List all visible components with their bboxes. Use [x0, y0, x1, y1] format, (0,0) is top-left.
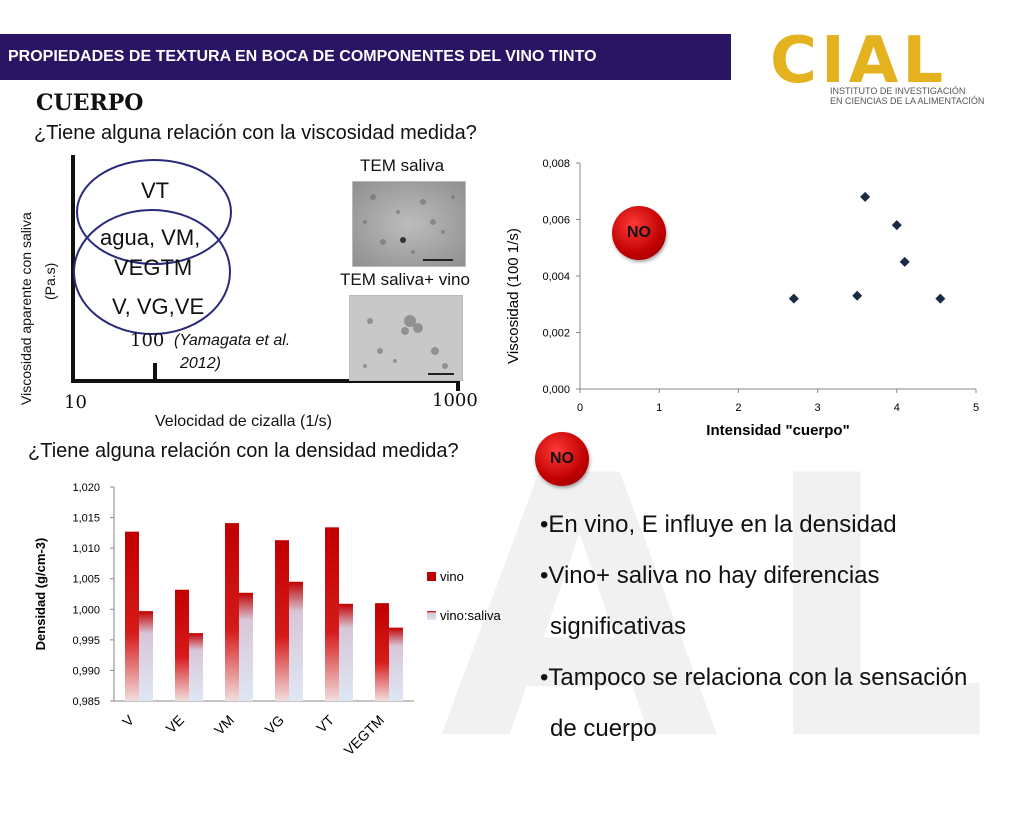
- scatter-point: [788, 293, 799, 304]
- scatter-point: [891, 220, 902, 231]
- section-title: CUERPO: [36, 90, 144, 116]
- bar-ylabel: Densidad (g/cm-3): [33, 538, 48, 651]
- scatter-x-tick-label: 4: [894, 402, 900, 414]
- tem-saliva-image: [352, 181, 466, 267]
- venn-label-bottom: V, VG,VE: [112, 294, 205, 319]
- venn-label-vt: VT: [141, 178, 170, 203]
- scatter-y-tick-label: 0,002: [542, 328, 570, 340]
- legend-swatch-vino-saliva: [427, 611, 436, 620]
- venn-ylabel-line1: Viscosidad aparente con saliva: [18, 212, 34, 405]
- scatter-ylabel: Viscosidad (100 1/s): [505, 228, 522, 364]
- question-density: ¿Tiene alguna relación con la densidad m…: [28, 440, 459, 462]
- bullet-1: •En vino, E influye en la densidad: [540, 511, 897, 538]
- bar-vino-saliva: [139, 611, 153, 701]
- bar-vino-saliva: [189, 633, 203, 701]
- bar-y-tick-label: 0,995: [72, 635, 100, 647]
- logo-line1: INSTITUTO DE INVESTIGACIÓN: [830, 86, 966, 96]
- header-title: PROPIEDADES DE TEXTURA EN BOCA DE COMPON…: [8, 48, 597, 65]
- header-bar: [0, 34, 731, 80]
- bar-category-label: VM: [211, 712, 237, 738]
- bullet-2: •Vino+ saliva no hay diferencias: [540, 562, 880, 589]
- scatter-chart: 0,000 0,002 0,004 0,006 0,008 0 1 2 3 4 5 Intensida…: [505, 158, 979, 439]
- bar-category-label: VG: [261, 712, 287, 738]
- bar-y-tick-label: 1,000: [72, 604, 100, 616]
- venn-citation-1: (Yamagata et al.: [174, 332, 291, 349]
- scatter-y-tick-label: 0,004: [542, 271, 570, 283]
- legend-label-vino-saliva: vino:saliva: [440, 608, 501, 623]
- bar-y-tick-label: 1,015: [72, 513, 100, 525]
- tem-saliva-vino-label: TEM saliva+ vino: [340, 270, 470, 289]
- bar-y-tick-label: 1,020: [72, 482, 100, 494]
- legend-swatch-vino: [427, 572, 436, 581]
- bar-category-label: V: [119, 711, 137, 729]
- bar-vino-saliva: [389, 627, 403, 701]
- bar-y-tick-label: 0,990: [72, 665, 100, 677]
- scatter-x-tick-label: 3: [815, 402, 821, 414]
- scatter-point: [860, 191, 871, 202]
- venn-circle-bottom: [73, 209, 231, 335]
- bar-vino: [225, 523, 239, 701]
- venn-tick-label-100: 100: [130, 330, 165, 351]
- watermark-letter-a: A: [440, 400, 719, 819]
- venn-tick-label-1000: 1000: [432, 390, 478, 411]
- scatter-point: [852, 290, 863, 301]
- scatter-y-tick-label: 0,000: [542, 384, 570, 396]
- tem-saliva-label: TEM saliva: [360, 156, 445, 175]
- bar-category-label: VEGTM: [341, 712, 388, 759]
- bar-vino: [125, 531, 139, 701]
- cial-logo: CIAL INSTITUTO DE INVESTIGACIÓN EN CIENC…: [770, 22, 1000, 112]
- venn-tick-label-10: 10: [64, 392, 87, 413]
- legend-label-vino: vino: [440, 569, 464, 584]
- scatter-point: [935, 293, 946, 304]
- bullet-3-continued: de cuerpo: [550, 715, 657, 742]
- bar-chart: 0,985 0,990 0,995 1,000 1,005 1,010 1,015 1,020…: [33, 482, 501, 759]
- bullet-3: •Tampoco se relaciona con la sensación: [540, 664, 968, 691]
- venn-label-middle-1: agua, VM,: [100, 225, 201, 250]
- bar-vino: [175, 589, 189, 701]
- bar-vino: [325, 527, 339, 701]
- bar-vino: [375, 603, 389, 701]
- venn-xlabel: Velocidad de cizalla (1/s): [155, 413, 332, 430]
- bar-category-label: VT: [313, 711, 337, 735]
- scatter-x-tick-label: 0: [577, 402, 583, 414]
- logo-line2: EN CIENCIAS DE LA ALIMENTACIÓN: [830, 96, 985, 106]
- no-badge-viscosity: NO: [612, 206, 666, 260]
- scatter-x-tick-label: 1: [656, 402, 662, 414]
- watermark-letter-l: L: [760, 400, 990, 819]
- scatter-y-tick-label: 0,006: [542, 215, 570, 227]
- bar-category-label: VE: [163, 712, 188, 737]
- bar-vino-saliva: [289, 581, 303, 701]
- bar-y-tick-label: 1,005: [72, 574, 100, 586]
- bar-y-tick-label: 0,985: [72, 696, 100, 708]
- scatter-y-tick-label: 0,008: [542, 158, 570, 170]
- scatter-point: [899, 256, 910, 267]
- tem-saliva-vino-image: [349, 295, 463, 381]
- bar-y-tick-label: 1,010: [72, 543, 100, 555]
- bar-vino-saliva: [339, 603, 353, 701]
- question-viscosity: ¿Tiene alguna relación con la viscosidad…: [34, 122, 477, 144]
- venn-ylabel-line2: (Pa.s): [42, 262, 58, 300]
- venn-citation-2: 2012): [180, 355, 221, 372]
- cial-logo-mark: CIAL: [770, 24, 947, 98]
- venn-diagram: [71, 155, 460, 391]
- cial-logo-letters: CIAL: [770, 24, 947, 98]
- venn-circle-top: [76, 159, 232, 265]
- bar-vino: [275, 540, 289, 701]
- scatter-x-tick-label: 2: [735, 402, 741, 414]
- no-badge-density: NO: [535, 432, 589, 486]
- venn-label-middle-2: VEGTM: [114, 255, 193, 280]
- bullet-2-continued: significativas: [550, 613, 687, 640]
- scatter-xlabel: Intensidad "cuerpo": [706, 422, 849, 439]
- bar-vino-saliva: [239, 592, 253, 701]
- scatter-x-tick-label: 5: [973, 402, 979, 414]
